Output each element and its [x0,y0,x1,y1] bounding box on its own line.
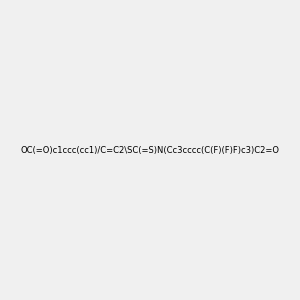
Text: OC(=O)c1ccc(cc1)/C=C2\SC(=S)N(Cc3cccc(C(F)(F)F)c3)C2=O: OC(=O)c1ccc(cc1)/C=C2\SC(=S)N(Cc3cccc(C(… [20,146,280,154]
